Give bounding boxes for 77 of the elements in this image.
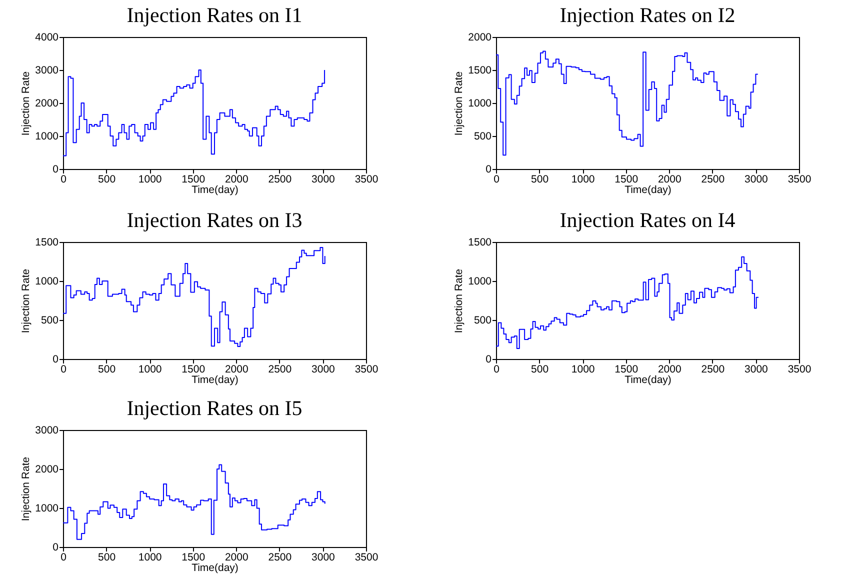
- y-tick-label: 1500: [35, 236, 59, 248]
- x-tick-label: 2500: [268, 364, 292, 376]
- y-tick-label: 1000: [35, 276, 59, 288]
- y-tick-label: 1000: [35, 502, 59, 514]
- x-axis-title: Time(day): [192, 374, 238, 386]
- x-tick-label: 3000: [312, 174, 336, 186]
- y-tick-label: 3000: [35, 424, 59, 436]
- y-tick-label: 500: [40, 314, 59, 326]
- x-tick-label: 1000: [138, 174, 162, 186]
- x-tick-label: 0: [60, 552, 67, 564]
- y-tick-label: 1000: [35, 130, 59, 142]
- y-tick-label: 1000: [468, 98, 492, 110]
- y-tick-label: 1500: [468, 64, 492, 76]
- y-tick-label: 0: [52, 164, 59, 176]
- x-tick-label: 3500: [354, 552, 378, 564]
- x-tick-label: 3000: [744, 364, 768, 376]
- y-axis-title: Injection Rate: [453, 268, 466, 334]
- x-tick-label: 2000: [224, 552, 248, 564]
- x-tick-label: 3000: [744, 174, 768, 186]
- y-tick-label: 4000: [35, 32, 59, 44]
- y-tick-label: 0: [52, 542, 59, 554]
- x-tick-label: 2000: [658, 364, 682, 376]
- x-tick-label: 0: [494, 364, 500, 376]
- x-tick-label: 2000: [224, 174, 248, 186]
- y-tick-label: 0: [486, 354, 492, 366]
- x-tick-label: 3000: [312, 364, 336, 376]
- x-tick-label: 3000: [312, 552, 336, 564]
- x-tick-label: 3500: [788, 364, 812, 376]
- y-axis-title: Injection Rate: [20, 268, 32, 334]
- x-axis-title: Time(day): [624, 184, 672, 196]
- y-axis-title: Injection Rate: [20, 71, 32, 136]
- y-tick-label: 3000: [35, 64, 59, 76]
- x-tick-label: 500: [98, 174, 116, 186]
- x-tick-label: 2500: [701, 364, 725, 376]
- x-tick-label: 1000: [571, 364, 595, 376]
- chart-title: Injection Rates on I5: [126, 396, 302, 420]
- x-tick-label: 0: [60, 364, 67, 376]
- chart-title: Injection Rates on I4: [560, 208, 736, 232]
- y-tick-label: 0: [52, 354, 59, 366]
- x-tick-label: 500: [531, 364, 549, 376]
- x-tick-label: 3500: [354, 364, 378, 376]
- y-tick-label: 2000: [35, 98, 59, 110]
- x-tick-label: 2500: [701, 174, 725, 186]
- x-tick-label: 1000: [138, 552, 162, 564]
- y-tick-label: 1000: [468, 276, 492, 288]
- x-tick-label: 1500: [182, 552, 206, 564]
- y-tick-label: 500: [474, 130, 492, 142]
- y-tick-label: 2000: [468, 32, 492, 44]
- x-tick-label: 1000: [138, 364, 162, 376]
- x-tick-label: 1500: [614, 364, 638, 376]
- chart-title: Injection Rates on I1: [126, 3, 302, 27]
- y-axis-title: Injection Rate: [20, 456, 32, 522]
- y-tick-label: 0: [486, 164, 492, 176]
- y-tick-label: 500: [474, 314, 492, 326]
- chart-title: Injection Rates on I3: [126, 208, 302, 232]
- y-tick-label: 2000: [35, 464, 59, 476]
- x-tick-label: 3500: [354, 174, 378, 186]
- x-tick-label: 1500: [614, 174, 638, 186]
- x-axis-title: Time(day): [624, 374, 672, 386]
- x-tick-label: 500: [98, 552, 116, 564]
- x-tick-label: 1000: [571, 174, 595, 186]
- y-tick-label: 1500: [468, 236, 492, 248]
- x-tick-label: 2500: [268, 174, 292, 186]
- x-tick-label: 1500: [182, 364, 206, 376]
- x-tick-label: 2000: [224, 364, 248, 376]
- x-tick-label: 0: [494, 174, 500, 186]
- chart-title: Injection Rates on I2: [560, 3, 736, 27]
- x-axis-title: Time(day): [192, 184, 238, 196]
- x-tick-label: 1500: [182, 174, 206, 186]
- x-tick-label: 2500: [268, 552, 292, 564]
- x-tick-label: 3500: [788, 174, 812, 186]
- x-tick-label: 500: [98, 364, 116, 376]
- x-tick-label: 0: [60, 174, 67, 186]
- x-tick-label: 2000: [658, 174, 682, 186]
- x-axis-title: Time(day): [192, 562, 238, 574]
- y-axis-title: Injection Rate: [453, 71, 466, 136]
- x-tick-label: 500: [531, 174, 549, 186]
